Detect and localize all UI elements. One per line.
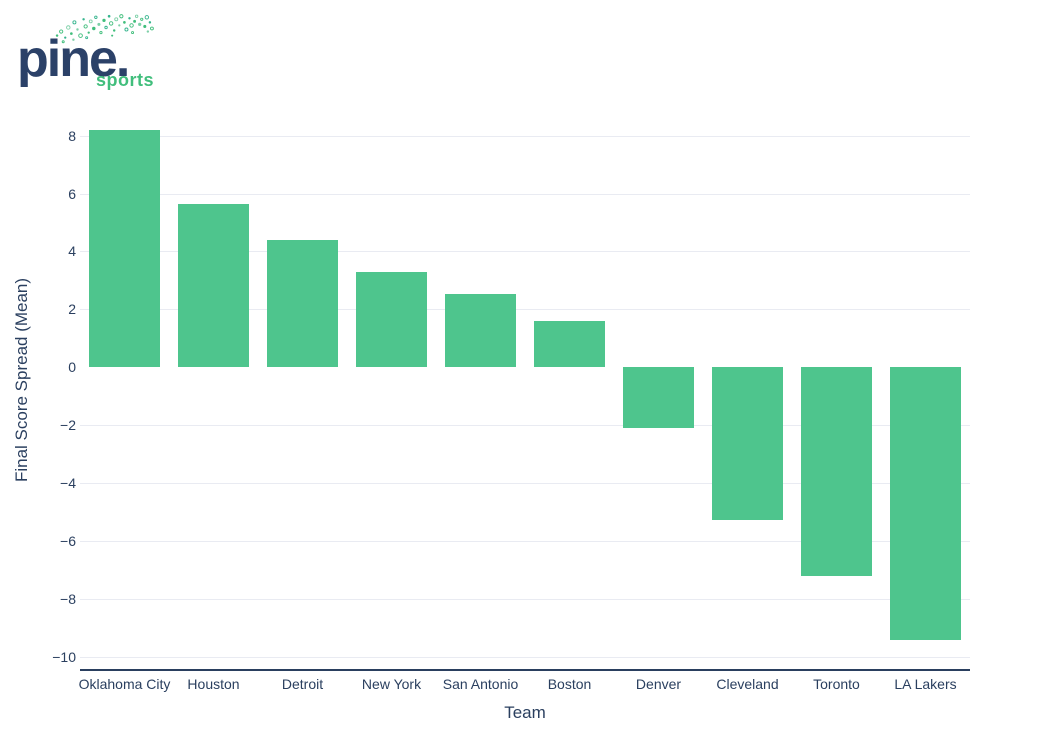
x-tick-label-oklahoma-city: Oklahoma City	[78, 676, 171, 692]
y-tick-label: −2	[60, 417, 76, 434]
y-tick-label: −8	[60, 591, 76, 608]
gridline	[80, 599, 970, 601]
gridline	[80, 657, 970, 659]
bar-san-antonio[interactable]	[444, 293, 517, 368]
gridline	[80, 483, 970, 485]
x-tick-label-cleveland: Cleveland	[716, 676, 779, 692]
gridline	[80, 135, 970, 137]
x-tick-label-detroit: Detroit	[281, 676, 324, 692]
x-axis-line	[80, 669, 970, 671]
y-tick-label: 2	[68, 301, 76, 318]
confetti-dots-icon	[55, 14, 154, 44]
y-tick-label: −6	[60, 533, 76, 550]
x-tick-label-san-antonio: San Antonio	[442, 676, 519, 692]
x-tick-label-boston: Boston	[547, 676, 592, 692]
bar-oklahoma-city[interactable]	[88, 129, 161, 368]
bar-detroit[interactable]	[266, 239, 339, 368]
x-tick-label-toronto: Toronto	[813, 676, 860, 692]
plot-area	[80, 110, 970, 671]
gridline	[80, 251, 970, 253]
bar-la-lakers[interactable]	[889, 367, 962, 640]
gridline	[80, 193, 970, 195]
y-tick-label: 6	[68, 185, 76, 202]
x-axis-tick-labels: Oklahoma City Houston Detroit New York San A…	[78, 676, 970, 694]
y-tick-label: 0	[68, 359, 76, 376]
x-tick-label-new-york: New York	[361, 676, 422, 692]
pine-sports-logo: pine. sports	[17, 10, 167, 94]
y-tick-label: 4	[68, 243, 76, 260]
bar-new-york[interactable]	[355, 271, 428, 368]
y-tick-label: 8	[68, 127, 76, 144]
gridline	[80, 425, 970, 427]
x-tick-label-denver: Denver	[635, 676, 682, 692]
y-tick-label: −4	[60, 475, 76, 492]
bar-toronto[interactable]	[800, 367, 873, 577]
x-tick-label-houston: Houston	[187, 676, 240, 692]
x-tick-label-la-lakers: LA Lakers	[894, 676, 957, 692]
logo-wordmark: pine.	[17, 30, 130, 88]
bar-houston[interactable]	[177, 203, 250, 368]
x-axis-title: Team	[504, 703, 546, 722]
bar-boston[interactable]	[533, 321, 606, 368]
gridline	[80, 541, 970, 543]
bar-cleveland[interactable]	[711, 367, 784, 520]
y-tick-label: −10	[52, 649, 76, 666]
logo-subtext: sports	[96, 70, 155, 90]
bar-denver[interactable]	[622, 367, 695, 429]
y-axis-tick-labels: 8 6 4 2 0 −2 −4 −6 −8 −10	[0, 110, 76, 671]
gridline	[80, 309, 970, 311]
